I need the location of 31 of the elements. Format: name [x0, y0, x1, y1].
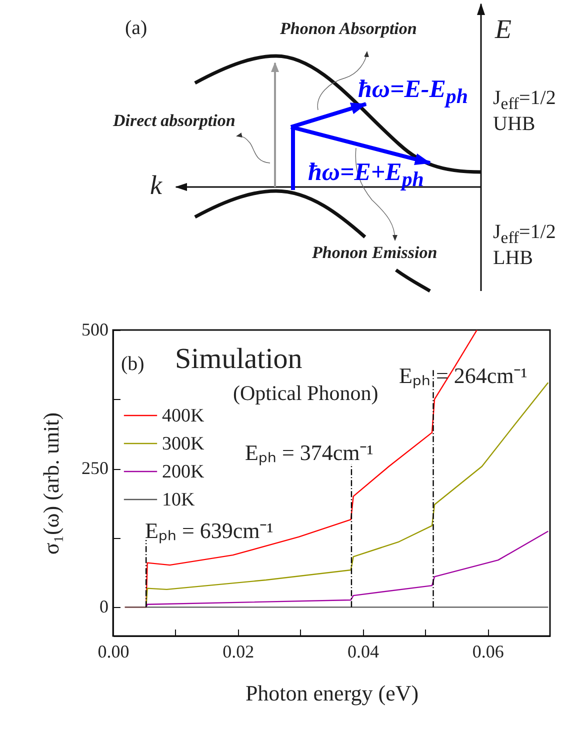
legend-label: 400K [162, 406, 204, 426]
x-tick-label: 0.06 [472, 642, 504, 662]
text: k [150, 170, 162, 200]
text: J$_{eff}$=1/2 [493, 87, 556, 113]
x-tick-label: 0.00 [98, 642, 130, 662]
y-tick-label: 250 [82, 458, 108, 478]
text: J$_{eff}$=1/2 [493, 221, 556, 247]
annotation: (b) [121, 353, 144, 375]
text: E [495, 14, 512, 44]
legend-label: 300K [162, 434, 204, 454]
text: Phonon Absorption [280, 19, 417, 38]
text: UHB [493, 113, 536, 135]
y-axis-title: σ₁(ω) (arb. unit) [38, 412, 64, 555]
text: ħω=E+E$_{ph}$ [308, 159, 424, 191]
annotation: Eₚₕ = 374cm⁻¹ [245, 440, 374, 466]
annotation: (Optical Phonon) [233, 381, 378, 405]
x-tick-label: 0.04 [347, 642, 379, 662]
y-tick-label: 0 [100, 596, 108, 617]
x-axis-title: Photon energy (eV) [245, 680, 419, 706]
text: (a) [125, 17, 148, 39]
annotation: Eₚₕ = 264cm⁻¹ [399, 363, 528, 389]
text: ħω=E-E$_{ph}$ [358, 76, 468, 108]
text: LHB [493, 247, 533, 269]
annotation: Eₚₕ = 639cm⁻¹ [145, 518, 274, 544]
legend-label: 10K [162, 490, 195, 510]
text: Direct absorption [113, 111, 236, 130]
y-tick-label: 500 [82, 320, 108, 340]
legend-label: 200K [162, 462, 204, 482]
text: Phonon Emission [312, 243, 438, 262]
annotation: Simulation [175, 343, 303, 375]
x-tick-label: 0.02 [222, 642, 254, 662]
